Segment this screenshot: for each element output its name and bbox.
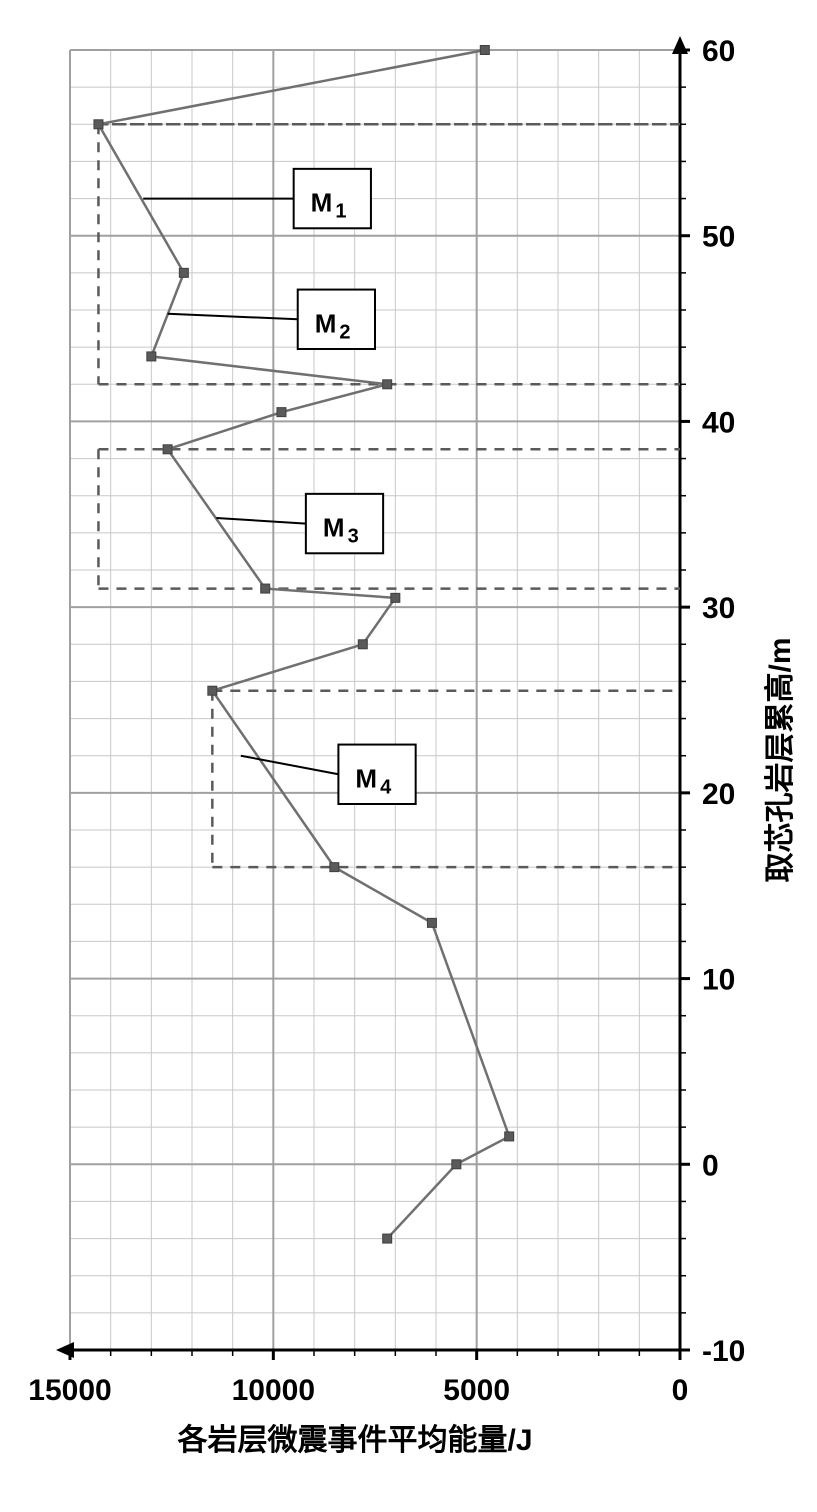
svg-text:M: M [315, 308, 337, 338]
x-tick-label: 15000 [28, 1374, 111, 1407]
svg-text:3: 3 [348, 526, 359, 548]
x-tick-label: 10000 [232, 1374, 315, 1407]
x-tick-label: 0 [672, 1374, 689, 1407]
chart-svg: M1M2M3M4050001000015000-100102030405060各… [0, 20, 817, 1492]
y-tick-label: 60 [702, 35, 735, 68]
x-axis-label: 各岩层微震事件平均能量/J [176, 1423, 532, 1457]
svg-text:1: 1 [335, 201, 346, 223]
y-tick-label: 40 [702, 406, 735, 439]
x-tick-label: 5000 [443, 1374, 510, 1407]
y-tick-label: -10 [702, 1335, 745, 1368]
y-tick-label: 10 [702, 964, 735, 997]
y-tick-label: 50 [702, 221, 735, 254]
svg-text:M: M [311, 188, 333, 218]
y-tick-label: 30 [702, 592, 735, 625]
y-tick-label: 0 [702, 1149, 719, 1182]
y-axis-label: 取芯孔岩层累高/m [764, 637, 797, 882]
svg-text:2: 2 [339, 321, 350, 343]
chart-container: M1M2M3M4050001000015000-100102030405060各… [0, 20, 817, 1492]
y-tick-label: 20 [702, 778, 735, 811]
svg-text:M: M [323, 513, 345, 543]
svg-text:4: 4 [380, 776, 392, 798]
svg-text:M: M [355, 763, 377, 793]
